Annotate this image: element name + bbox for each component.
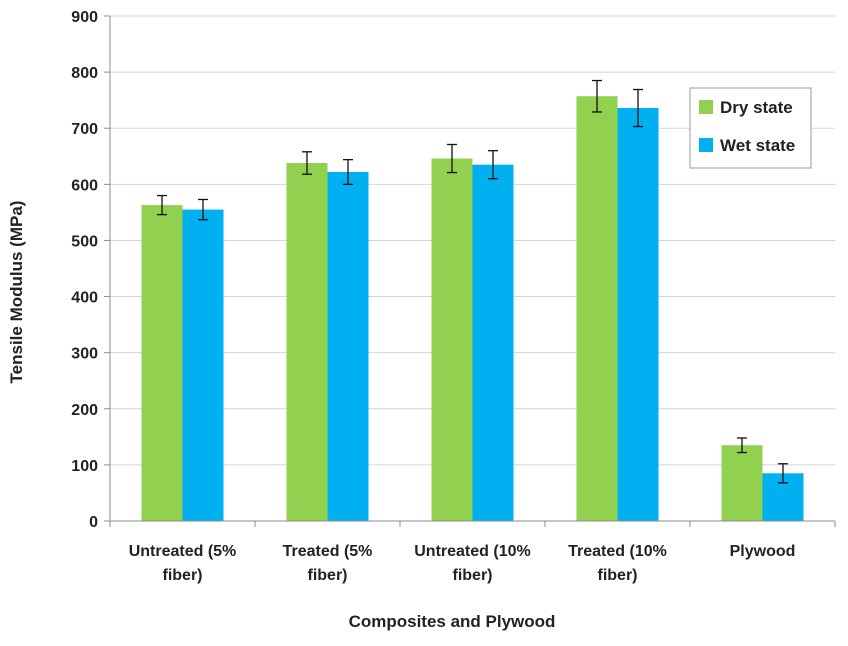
y-tick-label: 500 (71, 233, 98, 250)
y-tick-label: 300 (71, 346, 98, 363)
legend-label: Dry state (720, 98, 793, 117)
axes (104, 15, 836, 527)
x-tick-label: Treated (5% (283, 543, 373, 560)
bar-dry-state (431, 158, 473, 521)
bar-wet-state (472, 164, 514, 521)
x-tick-label: fiber) (453, 567, 493, 584)
y-tick-label: 0 (89, 514, 98, 531)
bar-dry-state (141, 205, 183, 521)
x-tick-label: fiber) (308, 567, 348, 584)
x-tick-label: Treated (10% (568, 543, 667, 560)
bar-dry-state (576, 96, 618, 521)
y-tick-label: 200 (71, 402, 98, 419)
legend-swatch (699, 138, 713, 152)
y-tick-label: 100 (71, 458, 98, 475)
bar-wet-state (617, 108, 659, 522)
bar-wet-state (182, 209, 224, 522)
legend-swatch (699, 100, 713, 114)
bars (141, 96, 804, 522)
y-tick-label: 400 (71, 290, 98, 307)
x-axis-title: Composites and Plywood (349, 612, 556, 631)
legend-label: Wet state (720, 136, 795, 155)
axis-labels: 0 100 200 300 400 500 600 700 800 900 Untreated (5… (71, 9, 795, 584)
error-bars (157, 79, 788, 484)
bar-wet-state (327, 171, 369, 521)
bar-dry-state (721, 445, 763, 521)
legend: Dry state Wet state (689, 87, 812, 169)
y-tick-label: 900 (71, 9, 98, 26)
x-tick-label: Untreated (10% (414, 543, 530, 560)
x-tick-label: Plywood (730, 543, 796, 560)
x-tick-label: Untreated (5% (129, 543, 237, 560)
y-axis-title: Tensile Modulus (MPa) (7, 201, 26, 384)
x-tick-label: fiber) (598, 567, 638, 584)
bar-dry-state (286, 163, 328, 521)
y-tick-label: 800 (71, 65, 98, 82)
y-tick-label: 600 (71, 177, 98, 194)
x-tick-label: fiber) (163, 567, 203, 584)
y-tick-label: 700 (71, 121, 98, 138)
